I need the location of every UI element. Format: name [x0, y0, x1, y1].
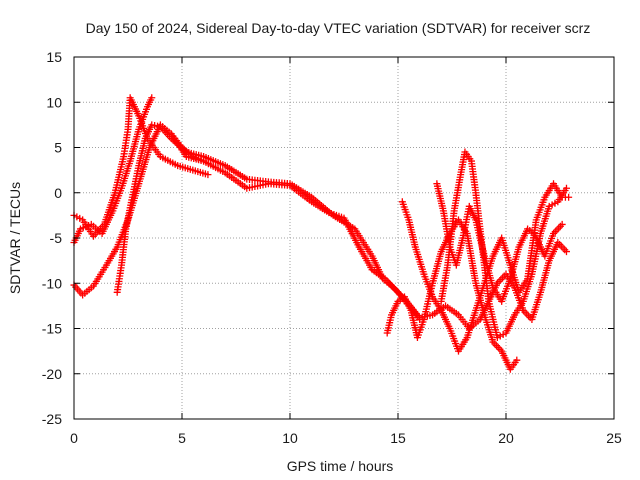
y-tick-label: -25	[42, 411, 62, 427]
y-axis-label: SDTVAR / TECUs	[7, 182, 23, 294]
x-tick-label: 20	[498, 430, 514, 446]
y-tick-label: 5	[54, 140, 62, 156]
series-track-2	[70, 94, 212, 240]
data-point	[565, 193, 573, 201]
data-point	[513, 356, 521, 364]
data-point	[562, 184, 570, 192]
y-tick-label: -20	[42, 366, 62, 382]
data-point	[558, 220, 566, 228]
axis-ticks: 0 5 10 15 20 25 -25 -20 -15 -10 -5 0 5 10 15	[42, 49, 622, 446]
series-track-9	[433, 180, 566, 305]
chart-title: Day 150 of 2024, Sidereal Day-to-day VTE…	[86, 20, 591, 36]
y-tick-label: 15	[46, 49, 62, 65]
y-tick-label: 0	[54, 185, 62, 201]
x-tick-label: 25	[606, 430, 622, 446]
y-tick-label: -15	[42, 321, 62, 337]
y-tick-label: 10	[46, 94, 62, 110]
series-track-1	[70, 94, 156, 247]
x-tick-label: 15	[390, 430, 406, 446]
data-point	[148, 94, 156, 102]
x-tick-label: 10	[282, 430, 298, 446]
x-axis-label: GPS time / hours	[287, 458, 394, 474]
y-tick-label: -10	[42, 275, 62, 291]
x-tick-label: 0	[70, 430, 78, 446]
data-points	[70, 94, 573, 373]
data-point	[562, 248, 570, 256]
y-tick-label: -5	[50, 230, 63, 246]
x-tick-label: 5	[178, 430, 186, 446]
data-point	[204, 171, 212, 179]
